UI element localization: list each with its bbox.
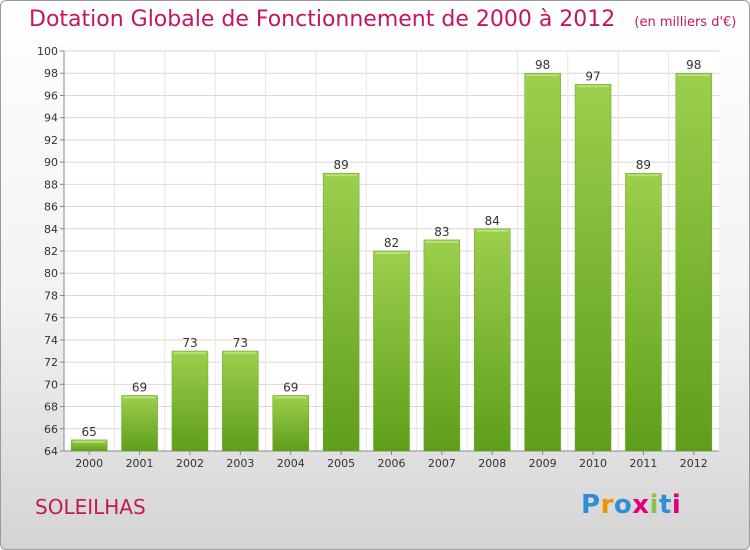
bar-value-label: 69: [132, 380, 147, 394]
x-tick-label: 2009: [529, 457, 557, 470]
bar-2002: [171, 350, 209, 452]
y-tick-label: 78: [44, 289, 58, 302]
x-tick-label: 2010: [579, 457, 607, 470]
y-tick-label: 86: [44, 201, 58, 214]
y-tick-label: 100: [37, 45, 58, 58]
bar-2011: [625, 172, 662, 452]
bar-value-label: 98: [686, 58, 701, 72]
bar-2012: [675, 72, 713, 452]
bar-value-label: 73: [233, 336, 248, 350]
bar-2010: [574, 84, 612, 452]
bar-2008: [474, 228, 511, 452]
bar-2006: [373, 250, 410, 452]
logo-letter: i: [671, 490, 682, 520]
bar-highlight: [577, 85, 610, 88]
bar-value-label: 89: [636, 158, 651, 172]
x-tick-label: 2001: [126, 457, 154, 470]
proxiti-logo: Proxiti: [581, 490, 681, 520]
bar-highlight: [627, 174, 660, 177]
chart-subtitle: (en milliers d'€): [634, 15, 737, 30]
bar-value-label: 89: [333, 158, 348, 172]
data-labels: 65 69 73 73 69 89 82 83 84 98 97 89 98: [82, 58, 702, 439]
bar-2003: [222, 350, 259, 452]
y-tick-label: 68: [44, 401, 58, 414]
bar-highlight: [375, 252, 408, 254]
y-tick-label: 74: [44, 334, 58, 347]
x-tick-label: 2006: [378, 457, 406, 470]
y-tick-label: 92: [44, 134, 58, 147]
y-tick-label: 72: [44, 356, 58, 369]
logo-letter: o: [613, 490, 633, 520]
bar-highlight: [526, 74, 559, 77]
axes: 64 66 68 70 72 74 76 78 80 82 84 86 88 90 92 94 96 98 100 2…: [37, 45, 719, 470]
x-tick-label: 2012: [680, 457, 708, 470]
bar-highlight: [73, 440, 106, 443]
y-tick-label: 88: [44, 178, 58, 191]
x-tick-label: 2005: [327, 457, 355, 470]
title-row: Dotation Globale de Fonctionnement de 20…: [29, 7, 736, 32]
bar-2004: [272, 395, 309, 452]
chart-title: Dotation Globale de Fonctionnement de 20…: [29, 7, 616, 32]
bar-value-label: 97: [585, 69, 600, 83]
bar-value-label: 82: [384, 236, 399, 250]
city-name: SOLEILHAS: [35, 495, 146, 519]
x-tick-label: 2007: [428, 457, 456, 470]
x-tick-label: 2008: [478, 457, 506, 470]
y-tick-label: 98: [44, 67, 58, 80]
bar-highlight: [173, 352, 206, 354]
x-tick-label: 2003: [226, 457, 254, 470]
bar-highlight: [325, 174, 358, 177]
y-tick-label: 70: [44, 378, 58, 391]
bar-value-label: 84: [485, 214, 500, 228]
y-tick-label: 82: [44, 245, 58, 258]
y-tick-label: 80: [44, 267, 58, 280]
x-tick-label: 2004: [277, 457, 305, 470]
bar-value-label: 69: [283, 380, 298, 394]
bar-highlight: [425, 240, 458, 243]
logo-letter: i: [649, 490, 659, 520]
bar-value-label: 73: [182, 336, 197, 350]
logo-letter: t: [658, 490, 672, 520]
bar-highlight: [224, 352, 257, 354]
bars: [70, 72, 713, 452]
x-tick-label: 2000: [75, 457, 103, 470]
bar-2000: [70, 439, 108, 452]
y-tick-label: 84: [44, 223, 58, 236]
bar-highlight: [677, 74, 710, 77]
bar-highlight: [274, 396, 307, 399]
logo-letter: r: [600, 490, 614, 520]
y-tick-label: 96: [44, 89, 58, 102]
bar-value-label: 65: [82, 425, 97, 439]
bar-highlight: [476, 229, 509, 232]
bar-2009: [524, 72, 561, 452]
bar-highlight: [123, 396, 156, 399]
bar-value-label: 98: [535, 58, 550, 72]
bar-2005: [322, 172, 360, 452]
bar-value-label: 83: [434, 225, 449, 239]
y-tick-label: 90: [44, 156, 58, 169]
bar-2007: [423, 239, 461, 452]
y-tick-label: 94: [44, 112, 58, 125]
logo-letter: x: [632, 490, 650, 520]
y-tick-label: 64: [44, 445, 58, 458]
y-tick-label: 76: [44, 312, 58, 325]
bar-2001: [121, 395, 158, 452]
x-tick-label: 2011: [629, 457, 657, 470]
y-tick-label: 66: [44, 423, 58, 436]
x-tick-label: 2002: [176, 457, 204, 470]
logo-letter: P: [581, 490, 601, 520]
